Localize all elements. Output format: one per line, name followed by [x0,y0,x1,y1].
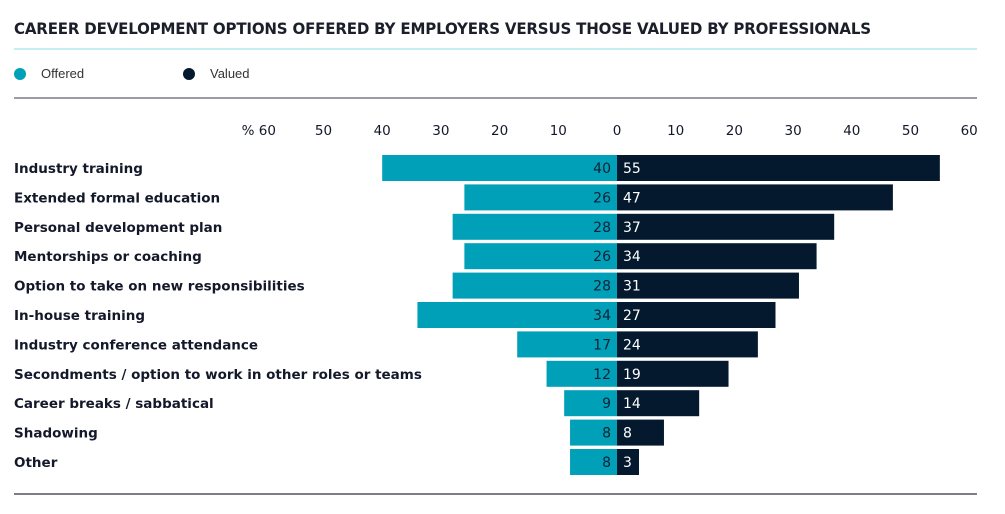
bar-offered [570,419,617,446]
x-tick-right: 40 [843,123,860,139]
data-label-valued: 31 [623,279,641,295]
data-label-valued: 27 [623,308,641,324]
data-label-offered: 17 [593,337,611,353]
data-label-valued: 8 [623,426,632,442]
data-label-valued: 47 [623,190,641,206]
category-label: Mentorships or coaching [14,249,202,265]
chart-title: CAREER DEVELOPMENT OPTIONS OFFERED BY EM… [14,19,871,38]
data-label-offered: 28 [593,220,611,236]
x-tick-right: 60 [961,123,978,139]
x-tick-right: 50 [902,123,919,139]
category-label: Shadowing [14,426,98,442]
category-label: Secondments / option to work in other ro… [14,367,422,383]
data-label-offered: 26 [593,190,611,206]
bar-valued [617,390,700,417]
bar-offered [464,243,617,270]
bar-valued [617,272,799,299]
x-tick-left: 30 [432,123,449,139]
title-divider [14,48,977,50]
x-tick-right: 30 [785,123,802,139]
category-label: Personal development plan [14,220,222,236]
bar-offered [464,184,617,211]
data-label-offered: 40 [593,161,611,177]
x-tick-left: 10 [550,123,567,139]
category-label: In-house training [14,308,145,324]
bar-valued [617,243,817,270]
bottom-divider [14,493,977,495]
bar-offered [417,302,617,328]
legend-swatch-valued [183,67,195,80]
legend-item-valued: Valued [183,66,250,81]
bar-valued [617,360,729,387]
x-tick-left: 50 [315,123,332,139]
legend-label-offered: Offered [41,66,85,81]
data-label-offered: 8 [602,455,611,471]
data-label-valued: 3 [623,455,632,471]
x-tick-left: 20 [491,123,508,139]
bar-offered [570,449,617,475]
bar-valued [617,184,893,211]
x-tick-left: % 60 [242,123,276,139]
bar-offered [452,272,617,299]
category-label: Option to take on new responsibilities [14,279,305,295]
legend-label-valued: Valued [210,66,250,81]
bar-valued [617,302,776,328]
data-label-offered: 34 [593,308,611,324]
bar-valued [617,419,664,446]
data-label-valued: 37 [623,220,641,236]
category-label: Other [14,455,58,471]
legend-item-offered: Offered [14,66,84,81]
data-label-valued: 24 [623,337,641,353]
x-tick-right: 20 [726,123,743,139]
bar-offered [382,155,617,181]
bar-offered [564,390,617,417]
bar-valued [617,213,835,240]
bar-valued [617,155,940,181]
bar-offered [517,331,617,358]
x-tick-left: 40 [374,123,391,139]
data-label-valued: 19 [623,367,641,383]
category-label: Career breaks / sabbatical [14,396,214,412]
x-tick-right: 0 [613,123,622,139]
category-label: Extended formal education [14,190,220,206]
bar-valued [617,449,639,475]
data-label-valued: 34 [623,249,641,265]
bar-offered [546,360,617,387]
category-label: Industry training [14,161,143,177]
data-label-valued: 14 [623,396,641,412]
x-tick-right: 10 [667,123,684,139]
bar-valued [617,331,758,358]
category-label: Industry conference attendance [14,337,258,353]
data-label-offered: 8 [602,426,611,442]
data-label-offered: 28 [593,279,611,295]
legend-divider [14,97,977,99]
data-label-offered: 9 [602,396,611,412]
legend-swatch-offered [14,67,26,80]
data-label-offered: 12 [593,367,611,383]
data-label-valued: 55 [623,161,641,177]
data-label-offered: 26 [593,249,611,265]
bar-offered [452,213,617,240]
